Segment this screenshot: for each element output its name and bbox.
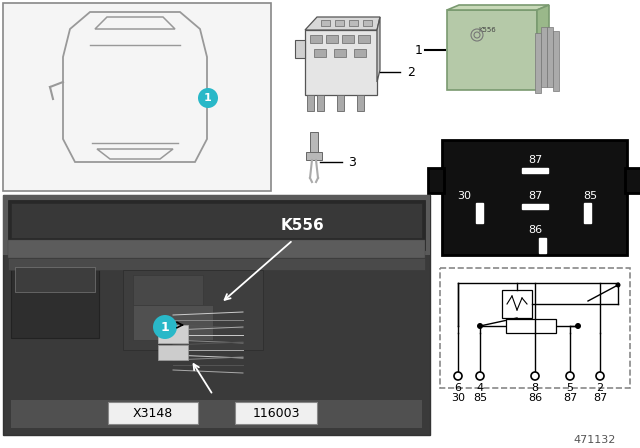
Text: 116003: 116003 xyxy=(252,406,300,419)
Circle shape xyxy=(477,323,483,329)
Bar xyxy=(8,240,425,258)
Bar xyxy=(539,238,546,253)
Text: 87: 87 xyxy=(593,393,607,403)
Bar xyxy=(342,35,354,43)
Bar xyxy=(354,49,366,57)
Bar xyxy=(535,33,541,93)
Bar xyxy=(8,258,425,270)
Bar xyxy=(307,95,314,111)
Bar xyxy=(541,27,547,87)
Bar xyxy=(476,203,483,223)
Text: X3148: X3148 xyxy=(133,406,173,419)
Bar xyxy=(349,20,358,26)
Bar xyxy=(442,140,627,255)
Bar xyxy=(317,95,324,111)
Text: 8: 8 xyxy=(531,383,539,393)
Bar xyxy=(363,20,372,26)
Bar xyxy=(447,10,537,90)
Bar xyxy=(358,35,370,43)
Text: 87: 87 xyxy=(528,155,542,165)
Bar xyxy=(3,3,271,191)
Circle shape xyxy=(616,283,621,288)
Text: 87: 87 xyxy=(528,191,542,201)
Bar xyxy=(108,402,198,424)
Bar xyxy=(506,319,556,333)
Bar xyxy=(334,49,346,57)
Bar xyxy=(11,263,99,338)
Bar xyxy=(305,30,377,95)
Polygon shape xyxy=(537,5,549,85)
Bar xyxy=(357,95,364,111)
Bar xyxy=(335,20,344,26)
Text: 86: 86 xyxy=(528,393,542,403)
Text: 1: 1 xyxy=(415,43,423,56)
Text: 87: 87 xyxy=(563,393,577,403)
Bar xyxy=(133,275,203,305)
Bar xyxy=(158,325,188,343)
Bar xyxy=(428,168,444,193)
Bar xyxy=(502,290,532,318)
Circle shape xyxy=(198,88,218,108)
Bar xyxy=(306,152,322,160)
Polygon shape xyxy=(305,17,380,30)
Text: 1: 1 xyxy=(204,93,212,103)
Bar xyxy=(11,203,422,238)
Text: 5: 5 xyxy=(566,383,573,393)
Bar xyxy=(625,168,640,193)
Circle shape xyxy=(566,372,574,380)
Bar xyxy=(522,168,548,173)
Bar xyxy=(553,31,559,91)
Bar xyxy=(11,400,422,428)
Text: 6: 6 xyxy=(454,383,461,393)
Bar xyxy=(3,195,430,435)
Bar xyxy=(321,20,330,26)
Bar xyxy=(314,49,326,57)
Bar xyxy=(337,95,344,111)
Circle shape xyxy=(575,323,581,329)
Bar xyxy=(295,40,305,58)
Bar xyxy=(8,200,425,250)
Text: 2: 2 xyxy=(407,65,415,78)
Polygon shape xyxy=(377,17,380,82)
Text: K556: K556 xyxy=(281,217,325,233)
Circle shape xyxy=(531,372,539,380)
Circle shape xyxy=(596,372,604,380)
Circle shape xyxy=(454,372,462,380)
Bar xyxy=(133,305,213,340)
Text: 30: 30 xyxy=(457,191,471,201)
Bar xyxy=(158,345,188,360)
Bar xyxy=(522,204,548,209)
Bar xyxy=(123,270,263,350)
Text: 1: 1 xyxy=(161,320,170,333)
Bar xyxy=(3,195,430,255)
Text: 471132: 471132 xyxy=(574,435,616,445)
Text: 30: 30 xyxy=(451,393,465,403)
Bar xyxy=(584,203,591,223)
Bar xyxy=(310,35,322,43)
Text: 4: 4 xyxy=(476,383,484,393)
Circle shape xyxy=(476,372,484,380)
Text: 2: 2 xyxy=(596,383,604,393)
Bar xyxy=(15,267,95,292)
Bar xyxy=(440,268,630,388)
Circle shape xyxy=(153,315,177,339)
Text: 85: 85 xyxy=(583,191,597,201)
Text: 3: 3 xyxy=(348,155,356,168)
Text: 86: 86 xyxy=(528,225,542,235)
Bar xyxy=(547,27,553,87)
Text: K556: K556 xyxy=(478,27,496,33)
Bar xyxy=(310,132,318,152)
Bar xyxy=(235,402,317,424)
Polygon shape xyxy=(447,5,549,10)
Text: 85: 85 xyxy=(473,393,487,403)
Bar xyxy=(326,35,338,43)
